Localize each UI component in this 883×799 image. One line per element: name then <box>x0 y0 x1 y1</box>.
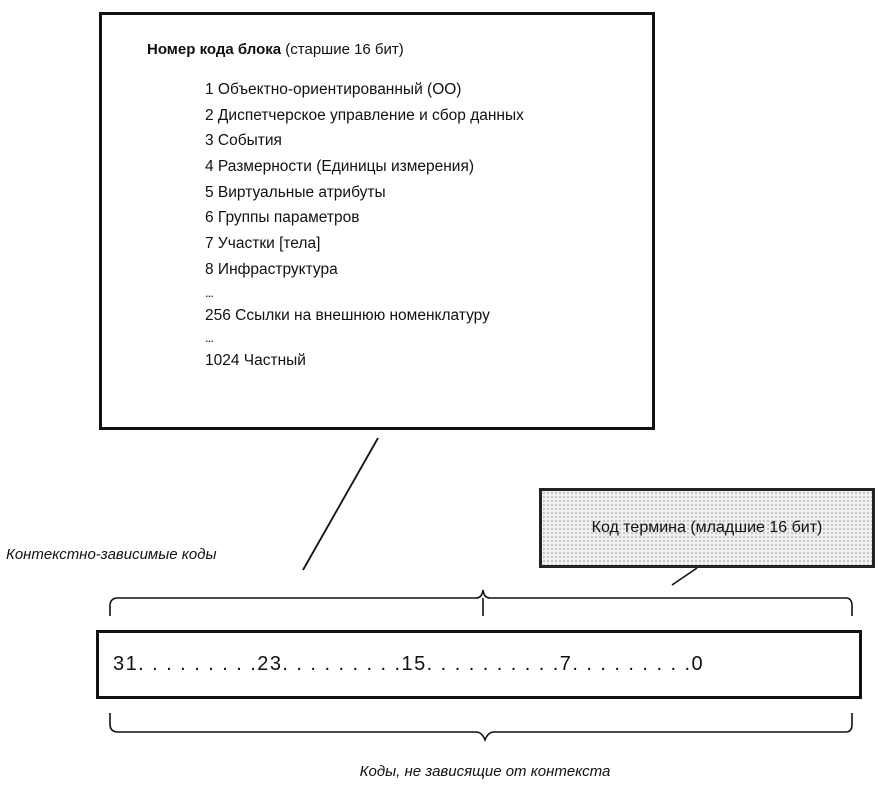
block-code-title-suffix: (старшие 16 бит) <box>281 41 404 58</box>
block-code-item: 6 Группы параметров <box>205 209 360 227</box>
block-code-item: 4 Размерности (Единицы измерения) <box>205 158 474 176</box>
block-code-title: Номер кода блока (старшие 16 бит) <box>147 41 404 58</box>
block-code-list: 1 Объектно-ориентированный (ОО) 2 Диспет… <box>205 77 524 374</box>
bit-field-bar: 31. . . . . . . . .23. . . . . . . . .15… <box>96 630 862 699</box>
term-code-label: Код термина (младшие 16 бит) <box>591 519 823 536</box>
block-code-item: 2 Диспетчерское управление и сбор данных <box>205 106 524 124</box>
block-code-item: 1024 Частный <box>205 352 306 370</box>
block-code-item: 3 События <box>205 132 282 150</box>
block-code-item: 7 Участки [тела] <box>205 235 321 253</box>
term-code-pointer-line <box>671 567 698 586</box>
block-code-item: 8 Инфраструктура <box>205 260 338 278</box>
block-code-pointer-line <box>302 437 379 571</box>
block-code-ellipsis: ... <box>205 284 214 300</box>
bit-scale-text: 31. . . . . . . . .23. . . . . . . . .15… <box>113 653 705 675</box>
block-code-ellipsis: ... <box>205 330 214 346</box>
context-dependent-label: Контекстно-зависимые коды <box>6 546 217 563</box>
block-code-title-bold: Номер кода блока <box>147 41 282 58</box>
block-code-item: 256 Ссылки на внешнюю номенклатуру <box>205 306 490 324</box>
block-code-item: 5 Виртуальные атрибуты <box>205 183 386 201</box>
upper-brace <box>109 589 853 616</box>
block-code-box: Номер кода блока (старшие 16 бит) 1 Объе… <box>99 12 655 430</box>
lower-brace <box>109 713 853 743</box>
context-independent-label: Коды, не зависящие от контекста <box>359 763 611 780</box>
term-code-box: Код термина (младшие 16 бит) <box>539 488 875 568</box>
block-code-item: 1 Объектно-ориентированный (ОО) <box>205 81 462 98</box>
